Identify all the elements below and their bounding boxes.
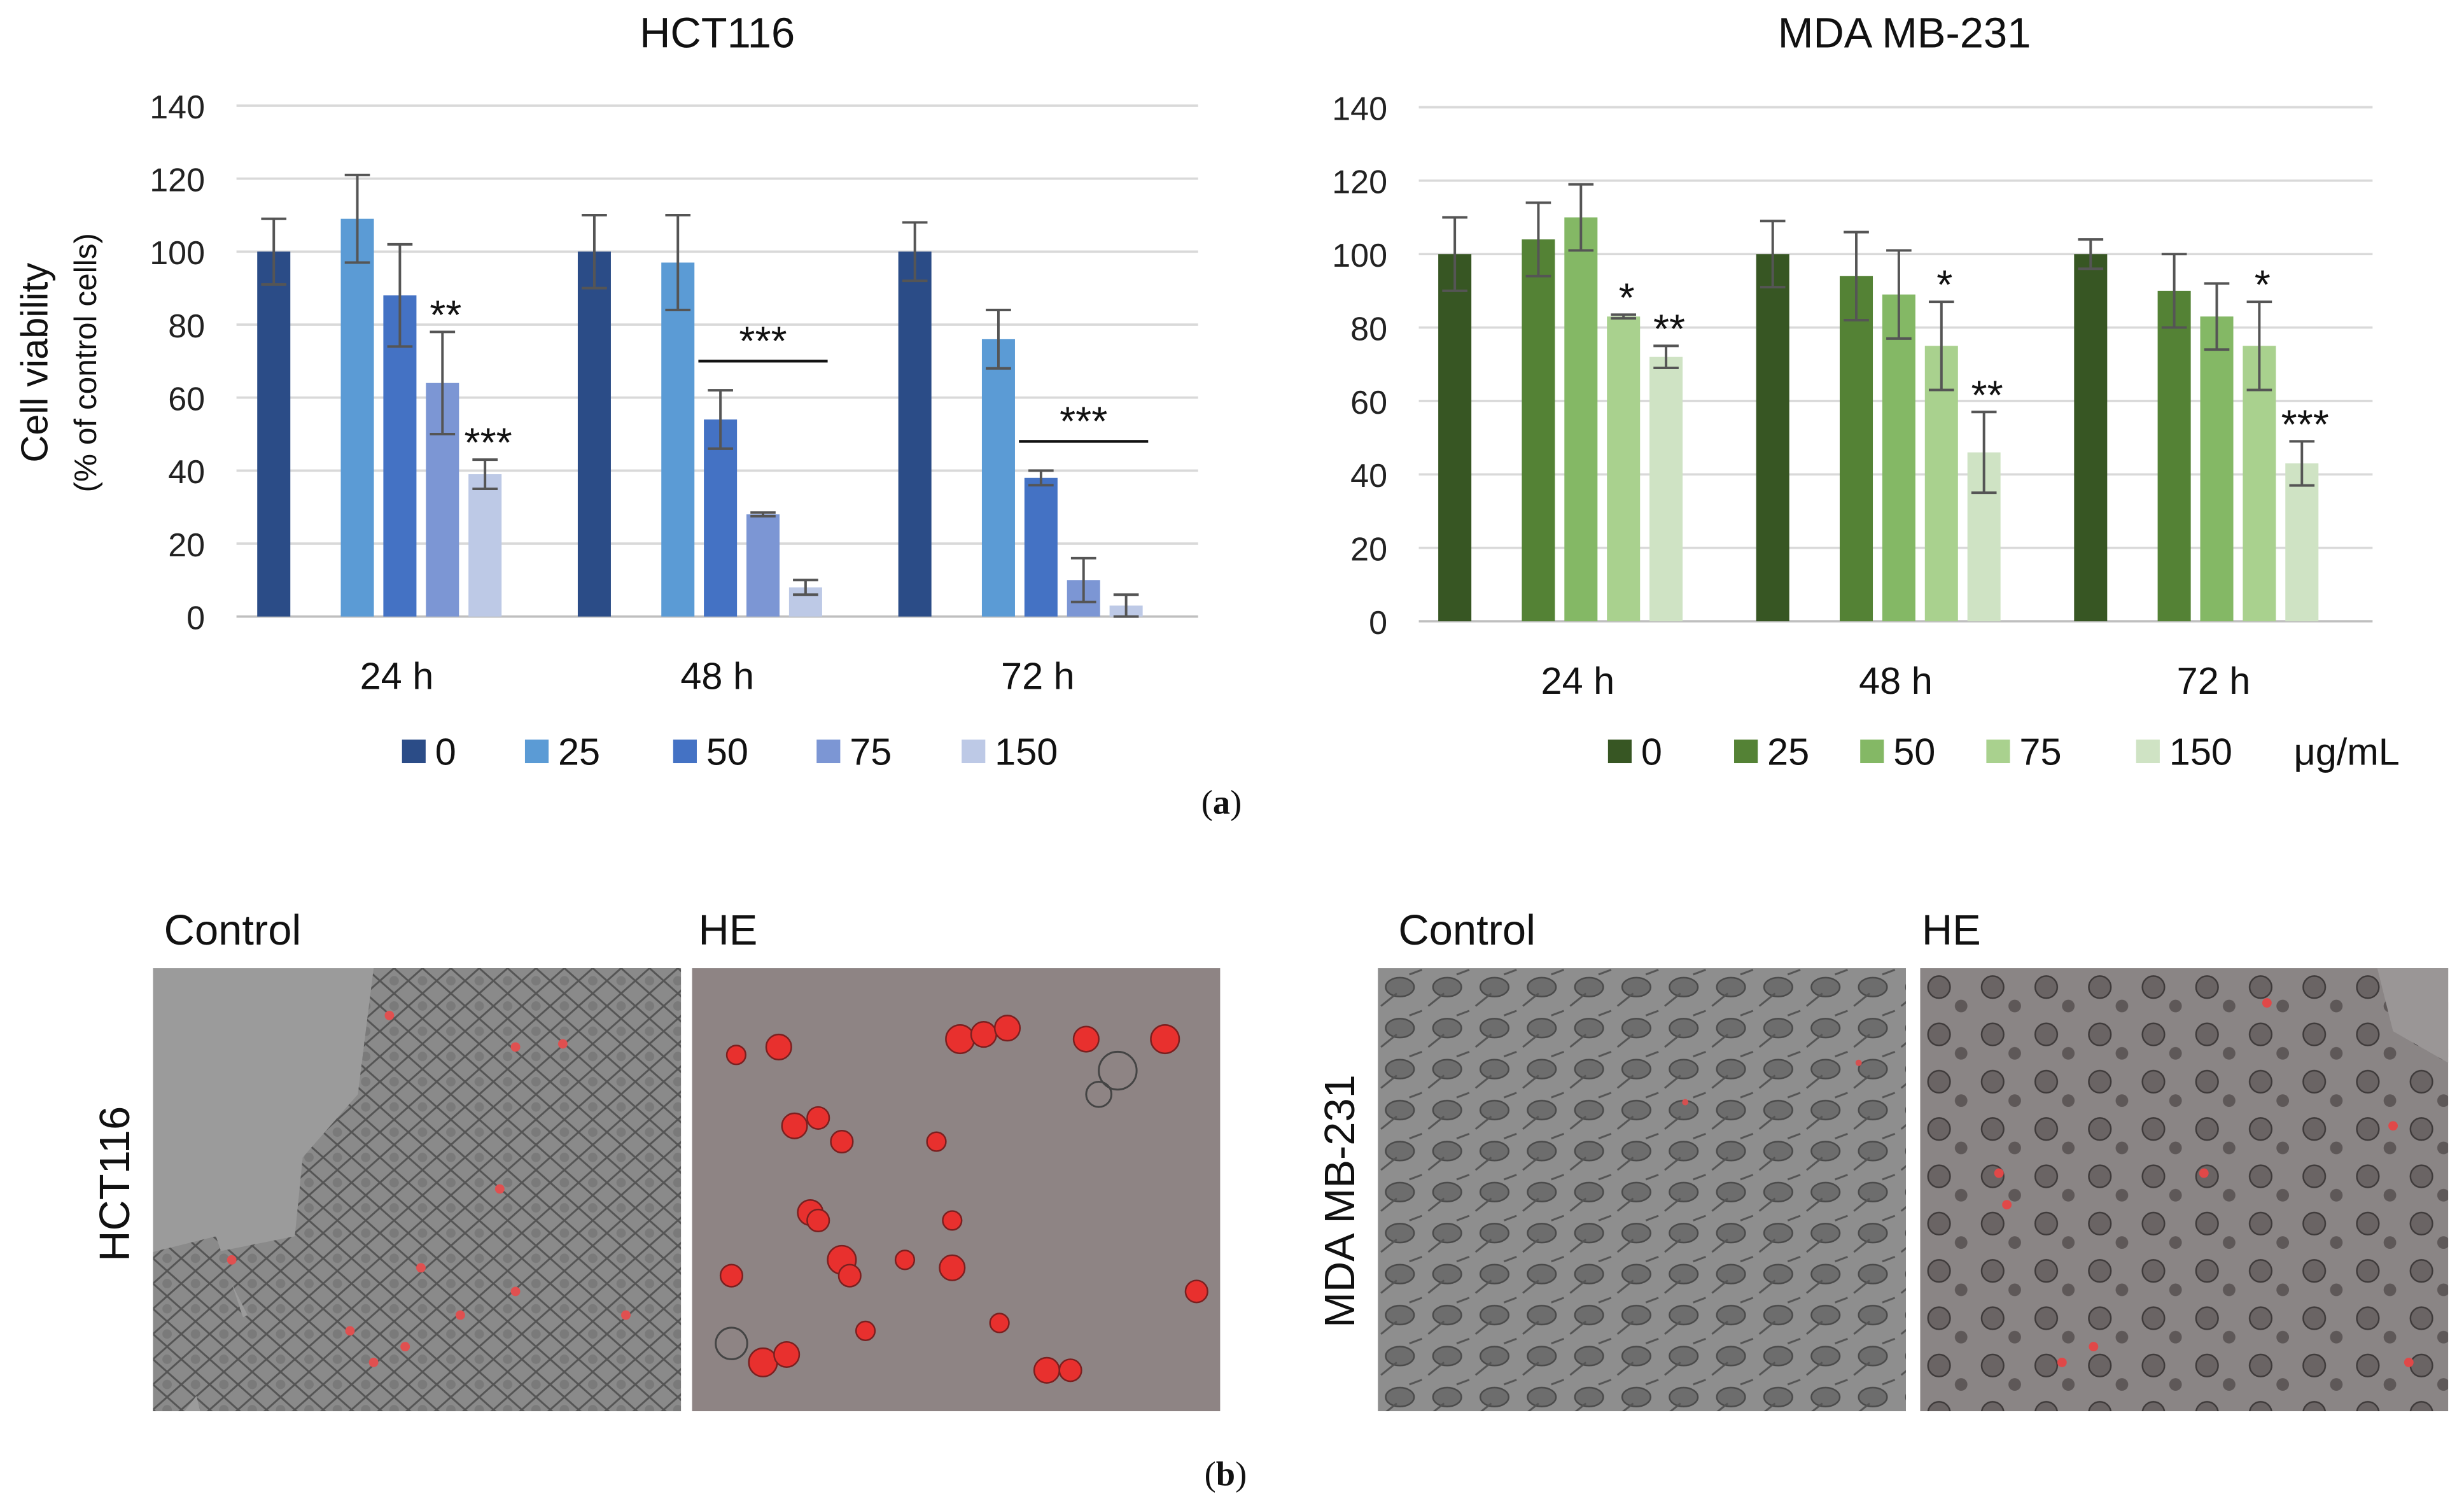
y-axis-label-sub: (% of control cells) — [68, 233, 103, 492]
significance-marker: ** — [430, 292, 461, 337]
mda-he-label: HE — [1921, 906, 1981, 954]
y-tick-label: 20 — [168, 527, 205, 564]
y-tick-label: 0 — [186, 600, 205, 637]
significance-marker: *** — [2281, 401, 2329, 447]
x-tick-label: 24 h — [360, 655, 434, 698]
legend-label-150: 150 — [995, 730, 1058, 773]
bar-75-72h — [2243, 346, 2276, 622]
y-tick-label: 20 — [1350, 531, 1387, 568]
legend-swatch-25 — [524, 739, 549, 764]
hct116-row-label: HCT116 — [91, 1106, 139, 1262]
mda-row-label: MDA MB-231 — [1316, 1074, 1364, 1328]
y-tick-label: 120 — [1332, 164, 1387, 201]
bar-0-72h — [898, 251, 932, 617]
legend-label-50: 50 — [706, 730, 748, 773]
y-tick-label: 60 — [168, 381, 205, 418]
significance-marker: * — [2255, 262, 2271, 307]
y-tick-label: 60 — [1350, 384, 1387, 421]
bar-150-24h — [468, 474, 502, 617]
legend-swatch-150 — [962, 739, 986, 764]
legend-swatch-50 — [1860, 739, 1884, 764]
x-tick-label: 72 h — [1001, 655, 1075, 698]
y-tick-label: 40 — [168, 454, 205, 491]
bar-150-72h — [2285, 463, 2319, 622]
legend-swatch-0 — [402, 739, 426, 764]
bar-50-48h — [1882, 294, 1915, 622]
significance-marker: *** — [465, 419, 512, 465]
y-tick-label: 100 — [1332, 237, 1387, 274]
legend-swatch-150 — [2136, 739, 2160, 764]
bar-25-72h — [2157, 290, 2191, 622]
bar-0-24h — [1438, 254, 1472, 622]
chart-title: HCT116 — [640, 9, 795, 57]
mda-control-micrograph — [1378, 968, 1907, 1412]
y-tick-label: 40 — [1350, 458, 1387, 495]
bar-0-48h — [577, 251, 611, 617]
bar-25-24h — [1522, 239, 1555, 622]
chart-mda-mb-231: MDA MB-231 0 20 40 60 80 100 120 140 24 h 48 h 72 h… — [1332, 9, 2400, 773]
bar-50-48h — [704, 419, 738, 617]
chart-hct116: HCT116 0 20 40 60 80 100 120 140 Cell viability (%… — [13, 9, 1198, 773]
legend-label-50: 50 — [1893, 730, 1935, 773]
significance-marker: * — [1936, 262, 1952, 307]
legend-unit: μg/mL — [2293, 730, 2399, 773]
chart-title: MDA MB-231 — [1778, 9, 2031, 57]
hct116-he-micrograph — [692, 968, 1221, 1412]
y-tick-label: 80 — [168, 308, 205, 345]
hct116-he-label: HE — [698, 906, 758, 954]
panel-a-caption: (a) — [1201, 782, 1242, 822]
hct116-control-micrograph — [153, 968, 682, 1412]
x-tick-label: 24 h — [1541, 659, 1615, 702]
y-tick-label: 100 — [150, 235, 205, 272]
y-tick-label: 0 — [1369, 605, 1387, 642]
legend-label-25: 25 — [1767, 730, 1809, 773]
significance-marker: ** — [1971, 372, 2003, 418]
legend-label-0: 0 — [1641, 730, 1662, 773]
bar-50-24h — [1564, 217, 1598, 622]
significance-marker: * — [1619, 274, 1635, 320]
bar-25-48h — [1840, 276, 1873, 622]
bar-50-24h — [383, 295, 417, 617]
y-axis-label: Cell viability — [13, 263, 55, 463]
mda-control-label: Control — [1398, 906, 1536, 954]
bar-75-48h — [746, 514, 780, 617]
significance-marker: ** — [1653, 306, 1685, 351]
bar-0-72h — [2074, 254, 2108, 622]
x-tick-label: 48 h — [680, 655, 754, 698]
legend-label-75: 75 — [850, 730, 892, 773]
y-tick-label: 140 — [1332, 90, 1387, 127]
legend-swatch-75 — [816, 739, 841, 764]
bar-150-24h — [1649, 356, 1683, 622]
bar-25-72h — [981, 339, 1015, 617]
significance-marker: *** — [739, 318, 787, 363]
legend-swatch-25 — [1734, 739, 1758, 764]
y-tick-label: 120 — [150, 162, 205, 199]
x-tick-label: 48 h — [1859, 659, 1933, 702]
legend-label-0: 0 — [435, 730, 456, 773]
legend-swatch-75 — [1986, 739, 2010, 764]
legend-swatch-50 — [673, 739, 697, 764]
bar-75-48h — [1924, 346, 1958, 622]
y-tick-label: 140 — [150, 89, 205, 126]
legend-swatch-0 — [1607, 739, 1632, 764]
bar-25-24h — [340, 218, 374, 617]
significance-marker: *** — [1060, 398, 1107, 444]
x-tick-label: 72 h — [2177, 659, 2251, 702]
mda-he-micrograph — [1920, 968, 2449, 1412]
legend-label-150: 150 — [2169, 730, 2232, 773]
legend-label-25: 25 — [558, 730, 600, 773]
hct116-control-label: Control — [164, 906, 302, 954]
panel-b-caption: (b) — [1204, 1454, 1247, 1494]
y-tick-label: 80 — [1350, 311, 1387, 348]
bar-0-48h — [1756, 254, 1789, 622]
bar-50-72h — [1024, 477, 1058, 617]
bar-0-24h — [257, 251, 291, 617]
bar-25-48h — [661, 262, 695, 617]
legend-label-75: 75 — [2019, 730, 2061, 773]
bar-50-72h — [2200, 316, 2234, 622]
bar-75-24h — [1607, 316, 1641, 622]
